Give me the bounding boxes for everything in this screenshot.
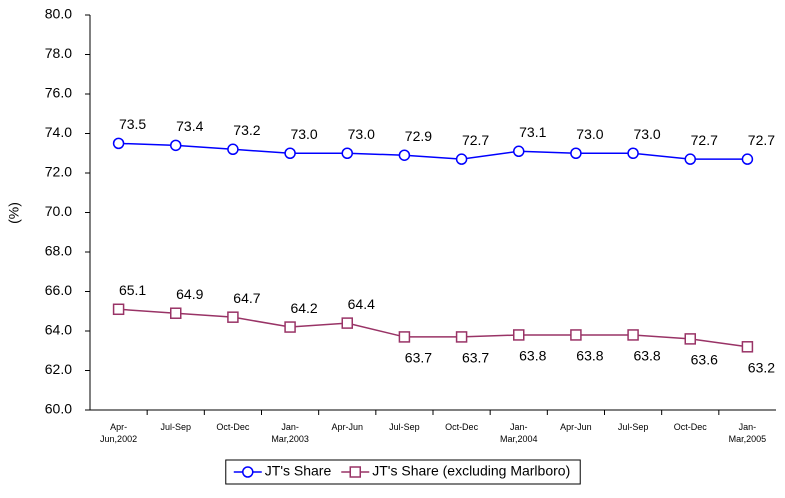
marker (227, 311, 239, 323)
marker (513, 329, 525, 341)
marker (112, 303, 125, 316)
data-label: 64.4 (348, 296, 375, 312)
data-label: 63.8 (519, 348, 546, 364)
x-tick-label: Jul-Sep (160, 422, 191, 432)
x-tick-label: Apr-Jun (560, 422, 592, 432)
x-tick-label: Jan-Mar,2003 (271, 422, 309, 444)
y-tick-label: 74.0 (45, 124, 72, 140)
marker (513, 145, 525, 158)
marker (627, 329, 639, 341)
data-label: 73.4 (176, 118, 203, 134)
legend-marker (242, 466, 254, 478)
y-tick-label: 62.0 (45, 361, 72, 377)
y-tick-label: 78.0 (45, 45, 72, 61)
marker (684, 153, 696, 165)
marker (741, 341, 754, 353)
marker (398, 149, 411, 161)
data-label: 64.9 (176, 286, 203, 302)
y-tick-label: 64.0 (45, 322, 72, 338)
x-tick-label: Apr-Jun,2002 (100, 422, 137, 444)
data-label: 65.1 (119, 282, 146, 298)
data-label: 73.1 (519, 124, 546, 140)
legend-marker (349, 466, 362, 478)
x-tick-label: Oct-Dec (216, 422, 250, 432)
data-label: 73.0 (290, 126, 317, 142)
data-label: 64.7 (233, 290, 260, 306)
marker (684, 333, 696, 345)
y-tick-label: 80.0 (45, 6, 72, 22)
y-tick-label: 76.0 (45, 85, 72, 101)
marker (570, 329, 582, 341)
data-label: 63.8 (576, 348, 603, 364)
x-tick-label: Oct-Dec (674, 422, 708, 432)
data-label: 73.2 (233, 122, 260, 138)
data-label: 73.0 (633, 126, 660, 142)
data-label: 72.9 (405, 128, 432, 144)
data-label: 63.6 (691, 352, 718, 368)
marker (170, 139, 182, 152)
data-label: 63.8 (633, 348, 660, 364)
marker (170, 307, 182, 319)
series-line (118, 142, 748, 160)
x-tick-label: Oct-Dec (445, 422, 479, 432)
marker (341, 147, 353, 159)
data-label: 72.7 (748, 132, 775, 148)
y-tick-label: 66.0 (45, 282, 72, 298)
x-tick-label: Jan-Mar,2005 (729, 422, 767, 444)
marker (398, 331, 411, 343)
marker (284, 321, 296, 333)
data-label: 63.7 (462, 350, 489, 366)
marker (455, 331, 468, 343)
y-tick-label: 60.0 (45, 401, 72, 417)
marker (455, 153, 468, 165)
x-tick-label: Apr-Jun (331, 422, 363, 432)
x-tick-label: Jul-Sep (618, 422, 649, 432)
x-tick-label: Jan-Mar,2004 (500, 422, 538, 444)
marker (284, 147, 296, 159)
data-label: 73.5 (119, 116, 146, 132)
data-label: 72.7 (691, 132, 718, 148)
marker (570, 147, 582, 159)
data-label: 64.2 (290, 300, 317, 316)
data-label: 72.7 (462, 132, 489, 148)
marker (112, 137, 125, 150)
y-tick-label: 70.0 (45, 203, 72, 219)
y-axis-label: (%) (6, 202, 22, 224)
data-label: 73.0 (576, 126, 603, 142)
marker (341, 317, 353, 329)
marker (741, 153, 754, 165)
legend-box (225, 459, 581, 485)
data-label: 73.0 (348, 126, 375, 142)
y-tick-label: 68.0 (45, 243, 72, 259)
legend: JT's Share JT's Share (excluding Marlboro… (225, 459, 581, 485)
series-line (118, 308, 748, 348)
marker (627, 147, 639, 159)
data-label: 63.2 (748, 360, 775, 376)
legend-label: JT's Share (excluding Marlboro) (372, 463, 570, 479)
y-tick-label: 72.0 (45, 164, 72, 180)
x-tick-label: Jul-Sep (389, 422, 420, 432)
legend-label: JT's Share (265, 463, 332, 479)
marker (227, 143, 239, 156)
data-label: 63.7 (405, 350, 432, 366)
